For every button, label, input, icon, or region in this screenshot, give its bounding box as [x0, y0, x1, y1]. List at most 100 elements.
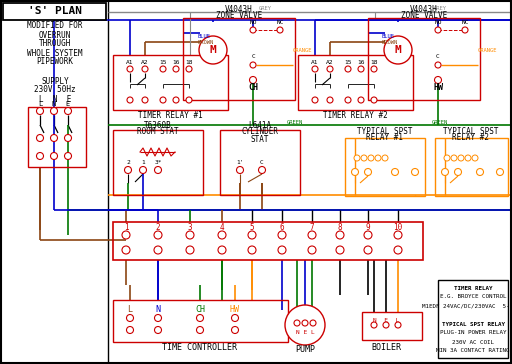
Circle shape — [142, 97, 148, 103]
Circle shape — [371, 97, 377, 103]
Text: 18: 18 — [370, 59, 378, 64]
Text: BROWN: BROWN — [197, 40, 214, 44]
Text: V4043H: V4043H — [225, 5, 253, 15]
Circle shape — [127, 97, 133, 103]
Text: 15: 15 — [344, 59, 352, 64]
Text: 5: 5 — [250, 223, 254, 233]
Circle shape — [451, 155, 457, 161]
Text: 2: 2 — [156, 223, 160, 233]
Circle shape — [248, 231, 256, 239]
Text: THROUGH: THROUGH — [39, 40, 71, 48]
Circle shape — [197, 327, 203, 333]
Text: 8: 8 — [338, 223, 343, 233]
Circle shape — [277, 27, 283, 33]
Circle shape — [155, 327, 161, 333]
Bar — [345, 138, 425, 196]
Circle shape — [218, 231, 226, 239]
Circle shape — [142, 66, 148, 72]
Text: CYLINDER: CYLINDER — [242, 127, 279, 136]
Text: 7: 7 — [310, 223, 314, 233]
Circle shape — [65, 153, 72, 159]
Circle shape — [231, 327, 239, 333]
Circle shape — [186, 231, 194, 239]
Bar — [113, 130, 203, 195]
Circle shape — [154, 246, 162, 254]
Text: 230V AC COIL: 230V AC COIL — [452, 340, 494, 344]
Circle shape — [384, 36, 412, 64]
Circle shape — [327, 66, 333, 72]
Text: V4043H: V4043H — [410, 5, 438, 15]
Circle shape — [199, 36, 227, 64]
Text: C: C — [251, 55, 255, 59]
Circle shape — [361, 155, 367, 161]
Circle shape — [173, 97, 179, 103]
Text: 4: 4 — [220, 223, 224, 233]
Circle shape — [308, 231, 316, 239]
Text: STAT: STAT — [251, 135, 269, 143]
Circle shape — [327, 97, 333, 103]
Text: N  E  L: N E L — [373, 317, 399, 323]
Text: 3: 3 — [188, 223, 193, 233]
Circle shape — [124, 166, 132, 174]
Text: E.G. BROYCE CONTROL: E.G. BROYCE CONTROL — [440, 294, 506, 300]
Circle shape — [354, 155, 360, 161]
Text: HW: HW — [433, 83, 443, 92]
Circle shape — [497, 169, 503, 175]
Bar — [3, 3, 106, 20]
Text: N: N — [156, 305, 160, 314]
Circle shape — [310, 320, 316, 326]
Circle shape — [65, 135, 72, 142]
Text: RELAY #2: RELAY #2 — [453, 134, 489, 142]
Circle shape — [312, 97, 318, 103]
Text: TIMER RELAY: TIMER RELAY — [454, 285, 492, 290]
Circle shape — [186, 97, 192, 103]
Text: 1': 1' — [236, 161, 244, 166]
Circle shape — [308, 246, 316, 254]
Circle shape — [218, 246, 226, 254]
Circle shape — [250, 27, 256, 33]
Circle shape — [249, 76, 257, 83]
Text: A1: A1 — [311, 59, 319, 64]
Text: MODIFIED FOR: MODIFIED FOR — [27, 21, 83, 31]
Text: GREEN: GREEN — [432, 119, 448, 124]
Circle shape — [36, 135, 44, 142]
Circle shape — [312, 66, 318, 72]
Circle shape — [51, 153, 57, 159]
Circle shape — [358, 66, 364, 72]
Circle shape — [278, 246, 286, 254]
Text: L  N  E: L N E — [39, 95, 71, 104]
Bar — [113, 222, 423, 260]
Text: TYPICAL SPST: TYPICAL SPST — [443, 127, 499, 136]
Text: NC: NC — [461, 20, 469, 24]
Text: N E L: N E L — [295, 329, 314, 335]
Text: 'S' PLAN: 'S' PLAN — [28, 7, 82, 16]
Text: TIMER RELAY #1: TIMER RELAY #1 — [138, 111, 202, 120]
Circle shape — [412, 169, 418, 175]
Text: T6360B: T6360B — [144, 122, 172, 131]
Text: M: M — [209, 45, 217, 55]
Text: 16: 16 — [357, 59, 365, 64]
Text: WHOLE SYSTEM: WHOLE SYSTEM — [27, 48, 83, 58]
Circle shape — [455, 169, 461, 175]
Circle shape — [395, 322, 401, 328]
Text: 10: 10 — [393, 223, 402, 233]
Circle shape — [435, 62, 441, 68]
Text: GREEN: GREEN — [287, 119, 303, 124]
Text: GREY: GREY — [434, 7, 446, 12]
Text: 2: 2 — [126, 161, 130, 166]
Circle shape — [392, 169, 398, 175]
Text: L: L — [127, 305, 133, 314]
Text: 18: 18 — [185, 59, 193, 64]
Text: SUPPLY: SUPPLY — [41, 78, 69, 87]
Text: TIMER RELAY #2: TIMER RELAY #2 — [323, 111, 388, 120]
Text: ZONE VALVE: ZONE VALVE — [216, 12, 262, 20]
Circle shape — [122, 246, 130, 254]
Circle shape — [294, 320, 300, 326]
Text: 3*: 3* — [154, 161, 162, 166]
Circle shape — [259, 166, 266, 174]
Circle shape — [472, 155, 478, 161]
Text: PUMP: PUMP — [295, 345, 315, 355]
Circle shape — [383, 322, 389, 328]
Text: 6: 6 — [280, 223, 284, 233]
Text: L641A: L641A — [248, 122, 271, 131]
